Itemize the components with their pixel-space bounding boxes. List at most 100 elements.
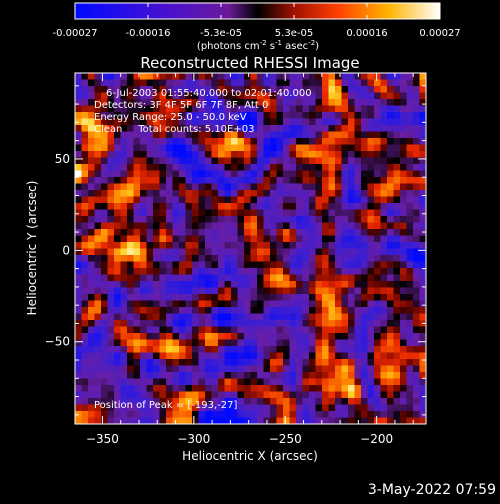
heatmap-cell	[354, 294, 362, 301]
heatmap-cell	[276, 183, 284, 191]
heatmap-cell	[101, 222, 108, 230]
heatmap-cell	[224, 385, 232, 392]
heatmap-cell	[354, 112, 362, 119]
heatmap-cell	[393, 294, 401, 301]
heatmap-cell	[322, 365, 329, 373]
heatmap-cell	[296, 112, 303, 119]
heatmap-cell	[140, 164, 147, 171]
heatmap-cell	[302, 417, 310, 424]
heatmap-cell	[198, 92, 206, 100]
heatmap-cell	[374, 105, 381, 113]
heatmap-cell	[263, 157, 271, 165]
heatmap-cell	[328, 294, 336, 301]
heatmap-cell	[127, 105, 134, 113]
heatmap-cell	[276, 203, 284, 210]
heatmap-cell	[263, 411, 271, 418]
heatmap-cell	[374, 196, 381, 204]
heatmap-cell	[413, 73, 420, 80]
heatmap-cell	[185, 183, 193, 191]
heatmap-cell	[413, 183, 420, 191]
heatmap-cell	[192, 287, 199, 295]
heatmap-cell	[140, 326, 147, 334]
heatmap-cell	[198, 411, 206, 418]
heatmap-cell	[107, 164, 115, 171]
heatmap-cell	[354, 216, 362, 223]
heatmap-cell	[270, 385, 277, 392]
heatmap-cell	[309, 385, 316, 392]
heatmap-cell	[361, 105, 368, 113]
heatmap-cell	[302, 118, 310, 126]
heatmap-cell	[367, 268, 375, 275]
heatmap-cell	[75, 404, 82, 412]
heatmap-cell	[302, 144, 310, 152]
heatmap-cell	[328, 92, 336, 100]
heatmap-cell	[354, 352, 362, 360]
heatmap-cell	[81, 378, 89, 386]
heatmap-cell	[302, 261, 310, 269]
heatmap-cell	[354, 385, 362, 392]
heatmap-cell	[133, 385, 141, 392]
heatmap-cell	[413, 177, 420, 184]
heatmap-cell	[211, 164, 219, 171]
heatmap-cell	[114, 151, 121, 158]
heatmap-cell	[172, 411, 180, 418]
heatmap-cell	[107, 417, 115, 424]
heatmap-cell	[101, 105, 108, 113]
heatmap-cell	[400, 261, 407, 269]
heatmap-cell	[185, 105, 193, 113]
heatmap-cell	[218, 222, 225, 230]
heatmap-cell	[198, 326, 206, 334]
heatmap-cell	[302, 170, 310, 178]
heatmap-cell	[296, 183, 303, 191]
heatmap-cell	[179, 222, 186, 230]
heatmap-cell	[283, 346, 290, 353]
heatmap-cell	[400, 73, 407, 80]
heatmap-cell	[146, 281, 154, 288]
heatmap-cell	[218, 164, 225, 171]
heatmap-cell	[172, 346, 180, 353]
heatmap-cell	[387, 274, 394, 282]
heatmap-cell	[101, 209, 108, 217]
heatmap-cell	[198, 177, 206, 184]
heatmap-cell	[120, 203, 128, 210]
heatmap-cell	[374, 73, 381, 80]
heatmap-cell	[400, 183, 407, 191]
heatmap-cell	[94, 99, 102, 106]
heatmap-cell	[406, 398, 414, 405]
heatmap-cell	[231, 151, 238, 158]
heatmap-cell	[309, 333, 316, 340]
heatmap-cell	[289, 307, 297, 314]
heatmap-cell	[328, 255, 336, 262]
heatmap-cell	[244, 235, 251, 243]
heatmap-cell	[205, 190, 212, 197]
heatmap-cell	[322, 352, 329, 360]
heatmap-cell	[374, 242, 381, 249]
heatmap-cell	[419, 391, 426, 399]
heatmap-cell	[231, 144, 238, 152]
y-tick-label: 50	[55, 152, 70, 166]
heatmap-cell	[328, 404, 336, 412]
heatmap-cell	[283, 183, 290, 191]
heatmap-cell	[393, 391, 401, 399]
heatmap-cell	[211, 411, 219, 418]
heatmap-cell	[101, 131, 108, 139]
heatmap-cell	[302, 404, 310, 412]
heatmap-cell	[270, 86, 277, 93]
heatmap-cell	[413, 313, 420, 321]
heatmap-cell	[374, 268, 381, 275]
heatmap-cell	[406, 138, 414, 145]
heatmap-cell	[244, 411, 251, 418]
heatmap-cell	[94, 203, 102, 210]
heatmap-cell	[393, 79, 401, 87]
heatmap-cell	[283, 112, 290, 119]
heatmap-cell	[328, 164, 336, 171]
heatmap-cell	[114, 391, 121, 399]
heatmap-cell	[237, 79, 245, 87]
heatmap-cell	[114, 164, 121, 171]
heatmap-cell	[289, 287, 297, 295]
heatmap-cell	[81, 372, 89, 379]
heatmap-cell	[341, 144, 349, 152]
heatmap-cell	[393, 112, 401, 119]
heatmap-cell	[81, 144, 89, 152]
heatmap-cell	[140, 385, 147, 392]
